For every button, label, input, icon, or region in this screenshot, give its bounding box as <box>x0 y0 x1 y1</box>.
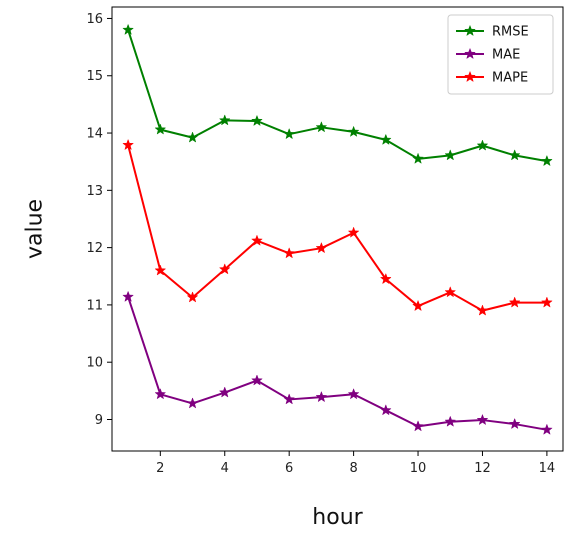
x-tick-label: 6 <box>285 461 293 476</box>
data-point-mae <box>122 290 135 302</box>
series-mae <box>122 290 553 435</box>
legend-item-mape: MAPE <box>456 71 528 86</box>
data-point-mae <box>315 390 328 403</box>
data-point-mae <box>347 388 360 400</box>
legend: RMSE MAE MAPE <box>447 14 554 95</box>
y-tick-labels: 9 10 11 12 13 14 15 16 <box>86 12 103 428</box>
data-point-mae <box>186 397 199 409</box>
data-point-mape <box>315 241 328 254</box>
x-axis-label: hour <box>312 505 363 530</box>
series-line-mae <box>127 296 548 431</box>
x-tick-labels: 2 4 6 8 10 12 14 <box>156 461 555 476</box>
data-point-rmse <box>476 139 489 151</box>
legend-label: RMSE <box>492 25 529 40</box>
axis-ticks <box>107 17 548 456</box>
legend-item-mae: MAE <box>456 48 520 63</box>
y-tick-label: 10 <box>86 356 103 371</box>
series-mape <box>122 138 553 316</box>
data-point-rmse <box>283 127 296 140</box>
data-point-mae <box>508 417 521 430</box>
x-tick-label: 8 <box>349 461 357 476</box>
data-point-mape <box>347 226 360 238</box>
data-point-mae <box>283 393 296 405</box>
data-point-mae <box>540 423 553 435</box>
data-point-rmse <box>218 114 231 126</box>
data-point-rmse <box>379 133 392 145</box>
data-point-mae <box>218 386 231 398</box>
x-tick-label: 4 <box>221 461 229 476</box>
x-tick-label: 14 <box>539 461 556 476</box>
y-axis-label: value <box>23 199 48 259</box>
legend-swatch-marker <box>464 24 476 37</box>
legend-label: MAPE <box>492 71 528 86</box>
data-point-mae <box>379 404 392 416</box>
plot-frame <box>111 6 564 452</box>
data-point-mae <box>412 420 424 432</box>
legend-label: MAE <box>492 48 520 63</box>
data-point-mape <box>444 286 457 298</box>
legend-box <box>447 14 554 95</box>
y-tick-label: 16 <box>86 12 103 27</box>
series-line-mape <box>127 144 547 312</box>
y-tick-label: 15 <box>86 69 103 84</box>
data-point-rmse <box>251 114 263 127</box>
data-point-mae <box>251 374 263 386</box>
x-tick-label: 12 <box>474 461 491 476</box>
data-point-mape <box>283 247 296 259</box>
x-tick-label: 10 <box>410 461 427 476</box>
data-point-mape <box>122 138 135 151</box>
data-point-mape <box>251 234 263 246</box>
series-line-rmse <box>127 29 548 163</box>
data-point-mape <box>412 299 424 312</box>
data-point-mape <box>540 296 553 308</box>
x-tick-label: 2 <box>156 461 164 476</box>
data-point-mape <box>476 304 489 316</box>
data-point-rmse <box>315 121 328 133</box>
legend-item-rmse: RMSE <box>456 25 529 40</box>
legend-swatch-marker <box>464 70 476 83</box>
data-point-rmse <box>186 131 199 143</box>
data-point-rmse <box>508 149 521 161</box>
y-tick-label: 9 <box>95 413 103 428</box>
series-layer <box>122 23 553 435</box>
data-point-mape <box>218 263 231 275</box>
data-point-mae <box>154 388 167 400</box>
data-point-rmse <box>412 152 424 164</box>
data-point-rmse <box>122 23 135 35</box>
y-tick-label: 13 <box>86 184 103 199</box>
data-point-rmse <box>444 149 457 161</box>
data-point-rmse <box>347 125 360 137</box>
data-point-mape <box>154 264 167 276</box>
data-point-mae <box>444 415 457 427</box>
data-point-rmse <box>540 154 553 167</box>
y-tick-label: 11 <box>86 298 103 313</box>
legend-swatch-marker <box>464 47 476 60</box>
y-tick-label: 14 <box>86 127 103 142</box>
data-point-rmse <box>154 123 167 135</box>
data-point-mae <box>476 413 489 426</box>
data-point-mape <box>508 296 521 308</box>
data-point-mape <box>379 272 392 285</box>
data-point-mape <box>186 291 199 303</box>
y-tick-label: 12 <box>86 241 103 256</box>
series-rmse <box>122 23 553 167</box>
